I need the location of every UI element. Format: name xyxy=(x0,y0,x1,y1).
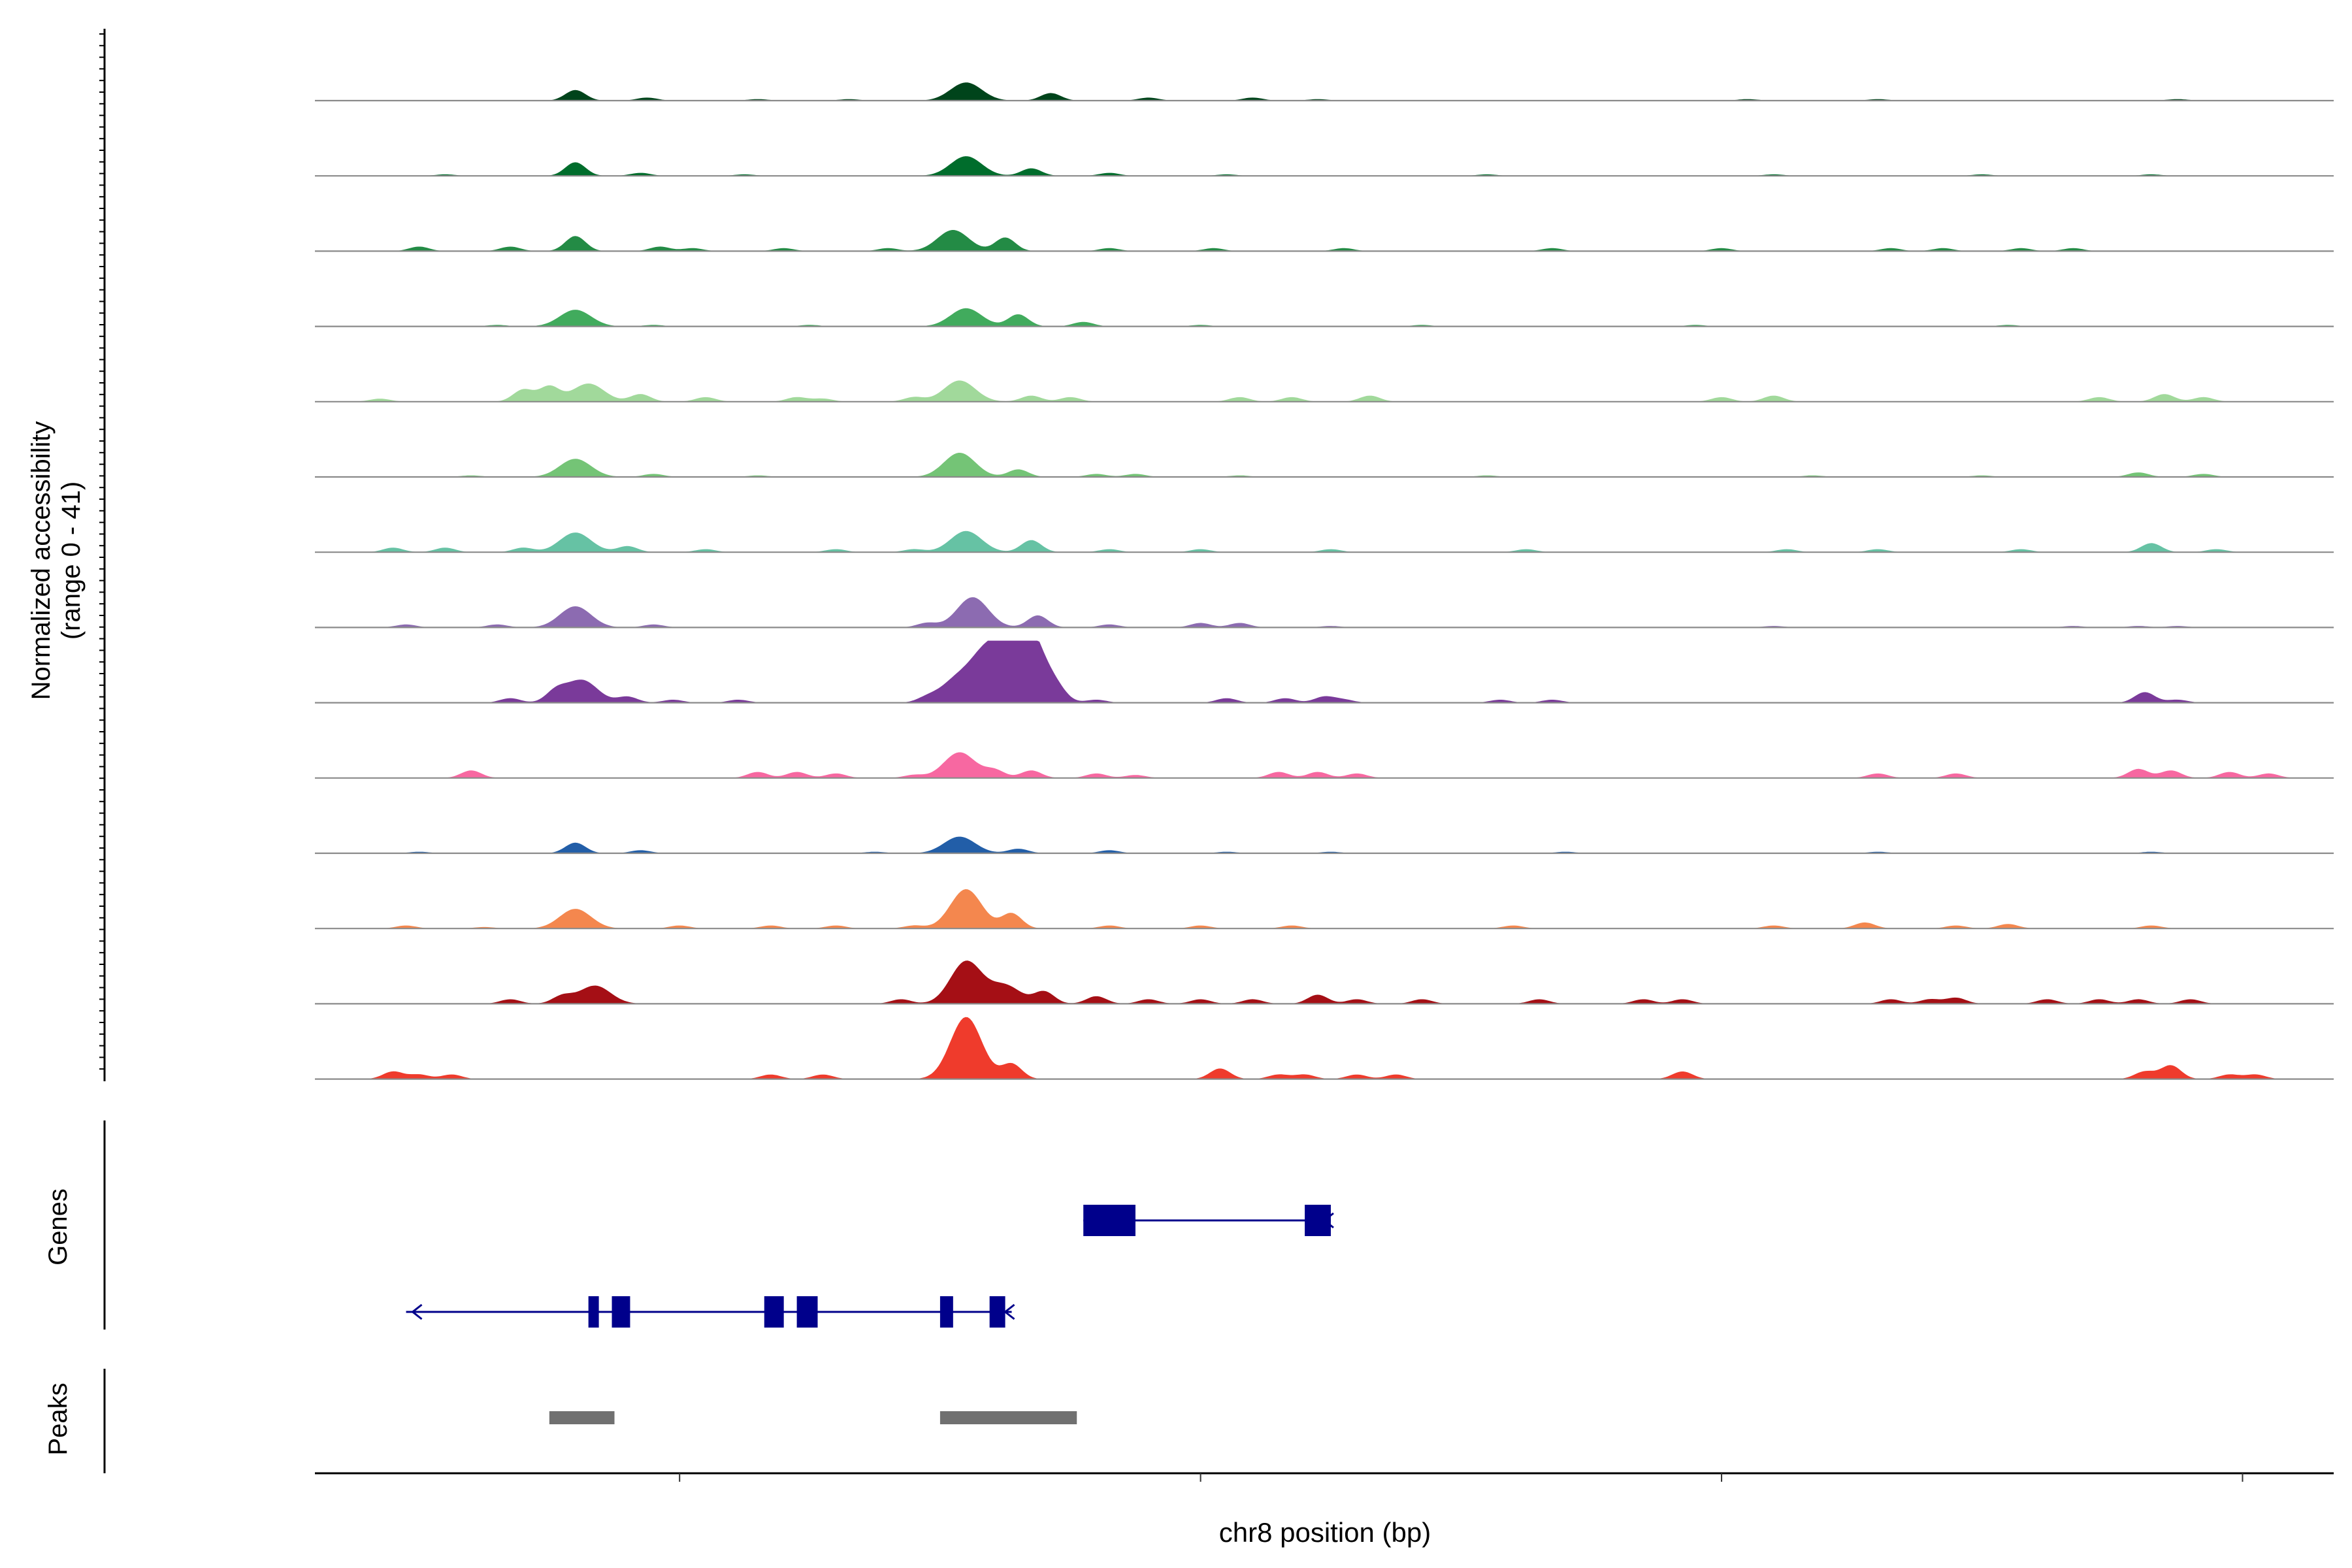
track-8-schwann-cell xyxy=(315,889,2334,930)
track-4-fascia xyxy=(315,453,2334,478)
gene-exon xyxy=(1305,1205,1331,1236)
track-2-dp xyxy=(315,82,2334,102)
track-13-lymphocyte xyxy=(315,1017,2334,1080)
axes xyxy=(99,29,2334,1482)
gene-rln3 xyxy=(1083,1205,1334,1236)
gene-exon xyxy=(989,1296,1005,1328)
gene-exon xyxy=(1083,1205,1135,1236)
track-11-bv xyxy=(315,640,2334,704)
track-9-macrophage xyxy=(315,960,2334,1005)
signal-area xyxy=(315,597,2334,628)
gene-exon xyxy=(612,1296,630,1328)
track-3-keratinocyte xyxy=(315,836,2334,855)
signal-area xyxy=(315,156,2334,176)
peak-track xyxy=(549,1411,1077,1424)
track-1-rf xyxy=(315,308,2334,327)
signal-area xyxy=(315,531,2334,553)
signal-area xyxy=(315,889,2334,929)
signal-area xyxy=(315,380,2334,402)
signal-area xyxy=(315,836,2334,853)
signal-area xyxy=(315,640,2334,703)
peaks-axis-label: Peaks xyxy=(44,1382,73,1455)
gene-exon xyxy=(764,1296,784,1328)
signal-area xyxy=(315,453,2334,477)
gene-track xyxy=(406,1205,1334,1328)
gene-exon xyxy=(588,1296,599,1328)
signal-area xyxy=(315,230,2334,252)
gene-exon xyxy=(939,1296,953,1328)
genes-axis-label: Genes xyxy=(44,1188,73,1266)
y-axis-label-line2: (range 0 - 41) xyxy=(57,482,86,640)
track-7-div-fibro xyxy=(315,230,2334,252)
y-axis-label-line1: Normalized accessibility xyxy=(27,421,56,700)
track-10-pre-adipocyte xyxy=(315,380,2334,402)
strand-arrow xyxy=(411,1303,423,1320)
signal-area xyxy=(315,960,2334,1004)
track-5-adipo-bv xyxy=(315,597,2334,629)
accessibility-tracks xyxy=(315,82,2334,1080)
gene-exon xyxy=(796,1296,818,1328)
x-axis-label: chr8 position (bp) xyxy=(1219,1517,1431,1548)
gene-il27ra xyxy=(406,1296,1015,1328)
signal-area xyxy=(315,752,2334,778)
signal-area xyxy=(315,308,2334,327)
signal-area xyxy=(315,1017,2334,1079)
track-12-muscle xyxy=(315,752,2334,779)
peak-region xyxy=(549,1411,615,1424)
track-0-pf xyxy=(315,156,2334,177)
peak-region xyxy=(939,1411,1077,1424)
track-6-pericyte xyxy=(315,531,2334,553)
signal-area xyxy=(315,82,2334,101)
